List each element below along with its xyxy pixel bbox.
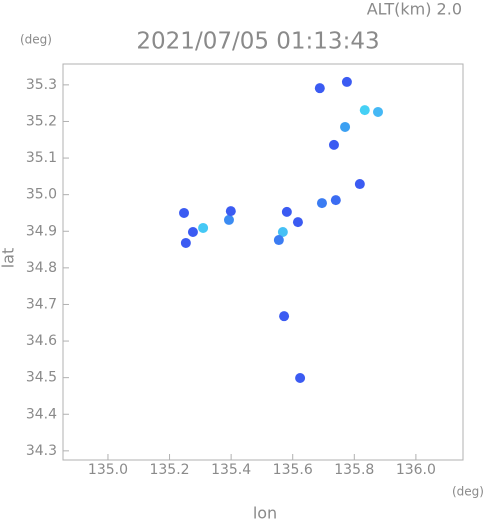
echo-cell xyxy=(340,121,351,132)
echo-cell xyxy=(354,179,365,190)
echo-cell xyxy=(179,207,190,218)
x-tick-label: 135.0 xyxy=(88,462,128,478)
echo-cell xyxy=(330,195,341,206)
echo-cell xyxy=(341,76,352,87)
annotation: ALT(km) 2.0 xyxy=(367,0,462,19)
echo-cell xyxy=(279,311,290,322)
y-tick-label: 34.4 xyxy=(26,406,57,422)
y-tick-label: 35.1 xyxy=(26,150,57,166)
echo-cell xyxy=(314,83,325,94)
echo-cell xyxy=(359,105,370,116)
x-axis-label: lon xyxy=(253,504,277,521)
echo-cell xyxy=(180,237,191,248)
y-unit: (deg) xyxy=(20,33,52,47)
y-tick-label: 34.8 xyxy=(26,260,57,276)
plot-frame xyxy=(62,63,464,461)
echo-cell xyxy=(273,235,284,246)
y-tick-label: 35.2 xyxy=(26,113,57,129)
echo-cell xyxy=(187,226,198,237)
echo-cell xyxy=(198,222,209,233)
echo-cell xyxy=(225,206,236,217)
y-tick-label: 35.0 xyxy=(26,187,57,203)
echo-cell xyxy=(277,226,288,237)
y-tick-label: 34.5 xyxy=(26,370,57,386)
echo-cell xyxy=(373,106,384,117)
y-tick-label: 34.7 xyxy=(26,296,57,312)
x-tick-label: 135.8 xyxy=(334,462,374,478)
x-tick-label: 135.6 xyxy=(273,462,313,478)
chart-title: 2021/07/05 01:13:43 xyxy=(136,29,379,55)
echo-cell xyxy=(292,217,303,228)
x-tick-label: 136.0 xyxy=(396,462,436,478)
y-tick-label: 34.9 xyxy=(26,223,57,239)
y-tick-label: 34.6 xyxy=(26,333,57,349)
echo-cell xyxy=(328,139,339,150)
x-unit: (deg) xyxy=(452,485,484,499)
echo-cell xyxy=(223,214,234,225)
echo-cell xyxy=(316,198,327,209)
x-tick-label: 135.2 xyxy=(149,462,189,478)
y-tick-label: 34.3 xyxy=(26,443,57,459)
y-axis-label: lat xyxy=(0,248,18,269)
x-tick-label: 135.4 xyxy=(211,462,251,478)
echo-cell xyxy=(295,373,306,384)
echo-cell xyxy=(281,206,292,217)
y-tick-label: 35.3 xyxy=(26,77,57,93)
